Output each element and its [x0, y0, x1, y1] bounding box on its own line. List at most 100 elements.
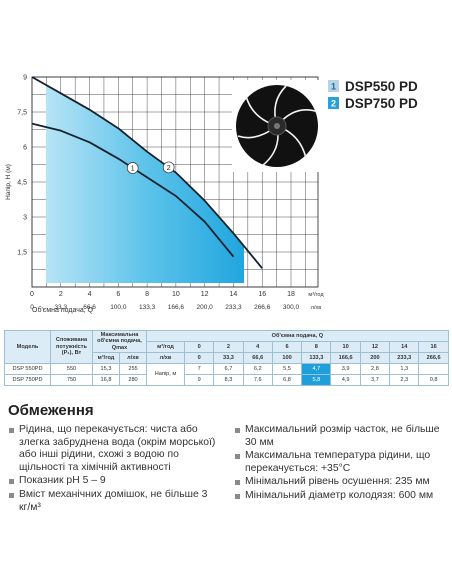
table-cell: 100: [271, 352, 303, 364]
legend-number: 1: [331, 82, 336, 92]
table-cell: м³/год: [146, 341, 185, 353]
table-cell: 0: [183, 341, 215, 353]
table-row: DSP 550PD 550 15,3 255 Напір, м 7 6,7 6,2 5,5 4,7…: [4, 363, 449, 386]
restrictions-right: Максимальний розмір часток, не більше 30…: [234, 424, 446, 504]
y-tick-label: 9: [23, 75, 27, 82]
table-cell: DSP 550PD: [4, 363, 51, 375]
table-cell: [418, 363, 449, 375]
x-tick-label-l: 100,0: [110, 304, 127, 311]
x-axis-label: Об'ємна подача, Q: [32, 306, 94, 314]
table-cell: 200: [359, 352, 391, 364]
x-tick-label: 2: [59, 291, 63, 298]
table-cell: 66,6: [242, 352, 273, 364]
table-cell: 5,5: [271, 363, 303, 375]
table-cell: л/хв: [119, 352, 147, 364]
table-cell: 33,3: [213, 352, 244, 364]
x-tick-label-l: 0: [30, 304, 34, 311]
x-tick-label: 4: [88, 291, 92, 298]
table-cell: 9: [183, 374, 215, 386]
x-tick-label-l: 166,6: [168, 304, 185, 311]
table-cell: 16,8: [92, 374, 120, 386]
x-tick-label: 16: [258, 291, 266, 298]
x-tick-label: 0: [30, 291, 34, 298]
legend-number: 2: [331, 99, 336, 109]
x-tick-label: 6: [116, 291, 120, 298]
curve-number: 1: [131, 166, 135, 173]
table-cell: 2,3: [389, 374, 420, 386]
legend: 1 DSP550 PD 2 DSP750 PD: [328, 79, 418, 111]
table-cell: 255: [119, 363, 147, 375]
restriction-item: Рідина, що перекачується: чиста або злег…: [8, 424, 220, 474]
x-tick-label-l: 200,0: [197, 304, 214, 311]
x-tick-label-l: 133,3: [139, 304, 156, 311]
curve-number: 2: [167, 165, 171, 172]
table-row: DSP 750PD 750 16,8 280 9 8,3 7,6 6,8 5,8 4,9 3,7 2,…: [4, 374, 449, 386]
restriction-item: Показник pH 5 – 9: [8, 475, 220, 488]
table-cell: 280: [119, 374, 147, 386]
legend-name: DSP550 PD: [345, 79, 418, 94]
table-cell: 6,7: [213, 363, 244, 375]
table-cell: 266,6: [418, 352, 449, 364]
table-cell: 0: [183, 352, 215, 364]
table-cell: л/хв: [146, 352, 185, 364]
y-tick-label: 6: [23, 145, 27, 152]
x-tick-label: 14: [230, 291, 238, 298]
operating-area: [46, 84, 244, 283]
restrictions-left: Рідина, що перекачується: чиста або злег…: [8, 424, 220, 515]
table-cell: 15,3: [92, 363, 120, 375]
legend-name: DSP750 PD: [345, 96, 418, 111]
table-row: Модель Споживана потужність (P₁), Вт Макси…: [4, 330, 449, 364]
table-cell: 12: [359, 341, 391, 353]
table-cell: 2: [213, 341, 244, 353]
legend-swatch: [328, 97, 339, 109]
x-tick-label-l: 300,0: [283, 304, 300, 311]
x-tick-label: 18: [287, 291, 295, 298]
table-cell: 166,6: [330, 352, 361, 364]
table-cell: 1,3: [389, 363, 420, 375]
x-tick-label-l: 33,3: [54, 304, 67, 311]
table-cell: 550: [50, 363, 93, 375]
head-curve: [31, 76, 263, 269]
table-cell: Модель: [4, 330, 51, 364]
table-cell: Напір, м: [146, 363, 185, 386]
x-tick-label-l: 266,6: [254, 304, 271, 311]
table-cell: 14: [389, 341, 420, 353]
restriction-item: Максимальна температура рідини, що перек…: [234, 450, 446, 475]
table-cell: 5,8: [301, 374, 332, 386]
table-cell: м³/год: [92, 352, 120, 364]
table-cell: 8,3: [213, 374, 244, 386]
table-cell: 7: [183, 363, 215, 375]
restrictions-title: Обмеження: [8, 402, 94, 419]
table-cell: 6,8: [271, 374, 303, 386]
table-cell: 233,3: [389, 352, 420, 364]
y-axis-label: Напір, Н (м): [4, 164, 12, 200]
y-tick-label: 4,5: [17, 180, 27, 187]
table-cell: 6: [271, 341, 303, 353]
table-row: м³/год л/хв л/хв 0 33,3 66,6 100 133,3 166,6 200 2…: [5, 352, 449, 364]
restrictions: Обмеження Рідина, що перекачується: чист…: [8, 402, 448, 513]
impeller-image: [232, 80, 320, 172]
table-cell: 16: [418, 341, 449, 353]
y-tick-label: 7,5: [17, 110, 27, 117]
spec-table: Модель Споживана потужність (P₁), Вт Макси…: [4, 330, 449, 386]
table-row: м³/год 0 2 4 6 8 10 12 14 16: [5, 341, 449, 353]
table-cell: 3,7: [359, 374, 391, 386]
restriction-item: Мінімальний діаметр колодязя: 600 мм: [234, 490, 446, 503]
curve-marker: [162, 161, 175, 174]
table-cell: 6,2: [242, 363, 273, 375]
restriction-item: Вміст механічних домішок, не більше 3 кг…: [8, 489, 220, 514]
table-cell: Максимальна об'ємна подача, Qmax: [92, 330, 147, 353]
x-tick-label: 8: [145, 291, 149, 298]
table-cell: DSP 750PD: [4, 374, 51, 386]
x-unit-l: л/хв: [311, 305, 321, 311]
table-cell: 750: [50, 374, 93, 386]
y-tick-label: 3: [23, 215, 27, 222]
operating-fill: [46, 84, 244, 283]
x-tick-label-l: 66,6: [83, 304, 96, 311]
x-unit: м³/год: [308, 292, 324, 298]
x-tick-label-l: 233,3: [225, 304, 242, 311]
legend-swatch: [328, 80, 339, 92]
x-tick-label: 10: [172, 291, 180, 298]
